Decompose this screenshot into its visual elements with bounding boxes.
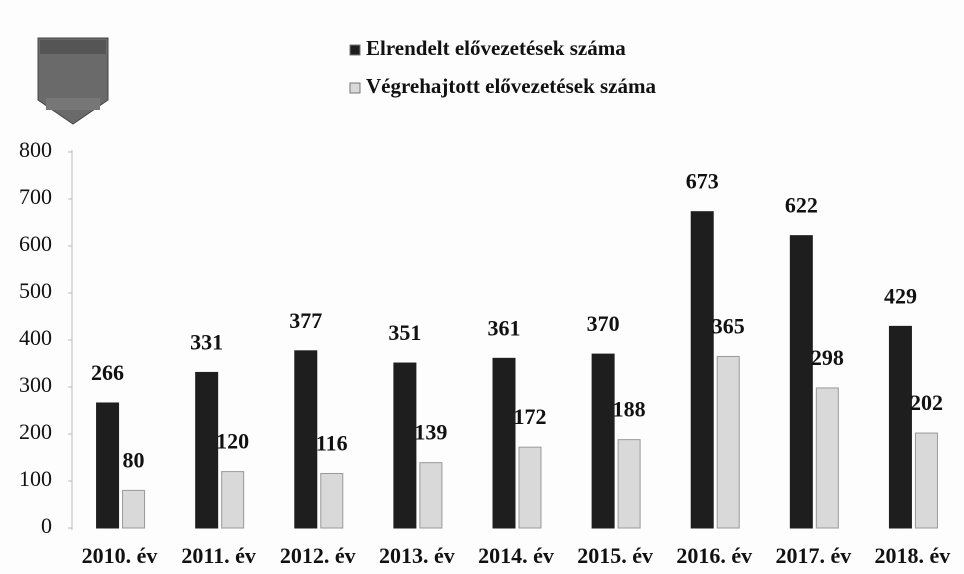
bar xyxy=(815,387,839,529)
y-tick-label: 300 xyxy=(19,372,52,397)
y-tick-label: 600 xyxy=(19,231,52,256)
legend-swatch xyxy=(349,82,361,94)
value-label: 116 xyxy=(316,431,348,456)
x-tick-label: 2014. év xyxy=(478,543,554,568)
x-tick-label: 2016. év xyxy=(676,543,752,568)
value-label: 351 xyxy=(388,320,421,345)
y-tick-label: 0 xyxy=(41,513,52,538)
x-tick-label: 2015. év xyxy=(577,543,653,568)
value-label: 266 xyxy=(91,360,124,385)
value-label: 80 xyxy=(123,447,145,472)
value-label: 120 xyxy=(216,429,249,454)
value-label: 298 xyxy=(811,345,844,370)
y-tick-label: 100 xyxy=(19,466,52,491)
value-label: 365 xyxy=(712,313,745,338)
x-tick-label: 2017. év xyxy=(775,543,851,568)
value-label: 622 xyxy=(785,193,818,218)
bar xyxy=(789,235,813,529)
value-label: 331 xyxy=(190,329,223,354)
bar xyxy=(716,355,740,529)
bar xyxy=(617,439,641,529)
bar xyxy=(294,350,318,529)
value-label: 361 xyxy=(488,315,521,340)
bar xyxy=(122,489,146,529)
bar xyxy=(320,472,344,529)
value-label: 139 xyxy=(414,420,447,445)
value-label: 377 xyxy=(289,308,322,333)
value-label: 370 xyxy=(587,311,620,336)
bar xyxy=(195,371,219,529)
bar xyxy=(96,402,120,529)
y-tick-label: 800 xyxy=(19,137,52,162)
x-tick-label: 2018. év xyxy=(875,543,951,568)
y-tick-label: 500 xyxy=(19,278,52,303)
value-label: 202 xyxy=(910,390,943,415)
bar xyxy=(591,353,615,529)
value-label: 188 xyxy=(613,397,646,422)
legend-label: Elrendelt elővezetések száma xyxy=(366,36,626,60)
y-tick-label: 700 xyxy=(19,184,52,209)
x-tick-label: 2012. év xyxy=(280,543,356,568)
legend-swatch xyxy=(349,44,361,56)
y-tick-label: 200 xyxy=(19,419,52,444)
value-label: 429 xyxy=(884,283,917,308)
bar xyxy=(914,432,938,529)
legend-label: Végrehajtott elővezetések száma xyxy=(366,74,656,98)
bar xyxy=(492,357,516,529)
value-label: 673 xyxy=(686,169,719,194)
value-label: 172 xyxy=(514,404,547,429)
bar xyxy=(393,362,417,529)
y-tick-label: 400 xyxy=(19,325,52,350)
bar xyxy=(419,462,443,529)
x-tick-label: 2011. év xyxy=(181,543,256,568)
logo xyxy=(37,37,109,125)
bar xyxy=(888,325,912,529)
x-tick-label: 2013. év xyxy=(379,543,455,568)
bar xyxy=(518,446,542,529)
bar xyxy=(690,211,714,529)
x-tick-label: 2010. év xyxy=(82,543,158,568)
bar xyxy=(221,471,245,529)
